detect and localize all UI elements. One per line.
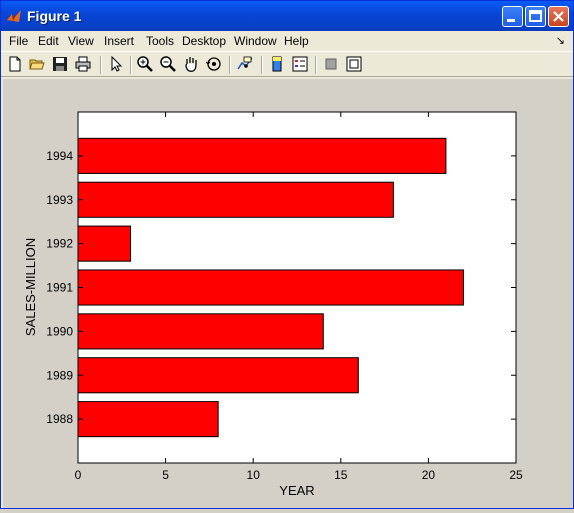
x-tick-label-25: 25 — [509, 468, 523, 482]
close-icon — [553, 11, 564, 22]
x-tick-label-5: 5 — [162, 468, 169, 482]
zoom-out-icon[interactable] — [159, 55, 177, 73]
x-tick-label-10: 10 — [247, 468, 261, 482]
minimize-button[interactable] — [502, 6, 523, 27]
show-plot-tools-icon[interactable] — [345, 55, 363, 73]
bar-1992[interactable] — [77, 225, 132, 262]
title-bar[interactable]: Figure 1 — [1, 1, 573, 31]
y-tick-label-1991: 1991 — [46, 281, 73, 295]
close-button[interactable] — [548, 6, 569, 27]
new-file-icon[interactable] — [6, 55, 24, 73]
menu-dock-arrow-icon[interactable]: ↘ — [555, 35, 565, 47]
menu-desktop[interactable]: Desktop — [182, 34, 227, 48]
minimize-icon — [507, 19, 515, 22]
y-tick-label-1990: 1990 — [46, 324, 73, 338]
colorbar-icon[interactable] — [268, 55, 286, 73]
menu-edit[interactable]: Edit — [38, 34, 59, 48]
x-tick-label-20: 20 — [422, 468, 436, 482]
bar-1988[interactable] — [77, 401, 219, 438]
menu-help[interactable]: Help — [284, 34, 309, 48]
bar-1994[interactable] — [77, 137, 447, 174]
menu-file[interactable]: File — [9, 34, 29, 48]
figure-toolbar — [1, 51, 573, 77]
hide-plot-tools-icon[interactable] — [322, 55, 340, 73]
y-axis-label: SALES-MILLION — [23, 238, 38, 336]
figure-canvas: 1988 1989 1990 1991 1992 1993 1994 0 5 10 15 20 25 … — [3, 79, 573, 508]
toolbar-separator — [261, 56, 263, 74]
pointer-icon[interactable] — [107, 55, 125, 73]
x-tick-label-0: 0 — [75, 468, 82, 482]
bar-1990[interactable] — [77, 313, 324, 350]
y-tick-label-1993: 1993 — [46, 193, 73, 207]
zoom-in-icon[interactable] — [136, 55, 154, 73]
bar-1993[interactable] — [77, 181, 394, 218]
toolbar-separator — [229, 56, 231, 74]
toolbar-separator — [315, 56, 317, 74]
toolbar-separator — [130, 56, 132, 74]
menu-view[interactable]: View — [68, 34, 94, 48]
menu-insert[interactable]: Insert — [104, 34, 135, 48]
y-tick-label-1988: 1988 — [46, 412, 73, 426]
toolbar-separator — [100, 56, 102, 74]
bar-1991[interactable] — [77, 269, 464, 306]
menu-window[interactable]: Window — [234, 34, 277, 48]
y-tick-label-1992: 1992 — [46, 237, 73, 251]
y-tick-label-1989: 1989 — [46, 368, 73, 382]
legend-icon[interactable] — [291, 55, 309, 73]
save-icon[interactable] — [51, 55, 69, 73]
pan-hand-icon[interactable] — [182, 55, 200, 73]
print-icon[interactable] — [74, 55, 92, 73]
x-tick-label-15: 15 — [334, 468, 348, 482]
data-cursor-icon[interactable] — [236, 55, 254, 73]
y-tick-label-1994: 1994 — [46, 149, 73, 163]
window-title: Figure 1 — [27, 8, 82, 24]
maximize-icon — [529, 10, 542, 22]
x-axis-label: YEAR — [279, 483, 314, 498]
matlab-logo-icon — [7, 10, 21, 22]
menu-bar: File Edit View Insert Tools Desktop Wind… — [1, 31, 573, 51]
menu-tools[interactable]: Tools — [146, 34, 175, 48]
open-folder-icon[interactable] — [28, 55, 46, 73]
maximize-button[interactable] — [525, 6, 546, 27]
rotate-3d-icon[interactable] — [205, 55, 223, 73]
bar-1989[interactable] — [77, 357, 359, 394]
